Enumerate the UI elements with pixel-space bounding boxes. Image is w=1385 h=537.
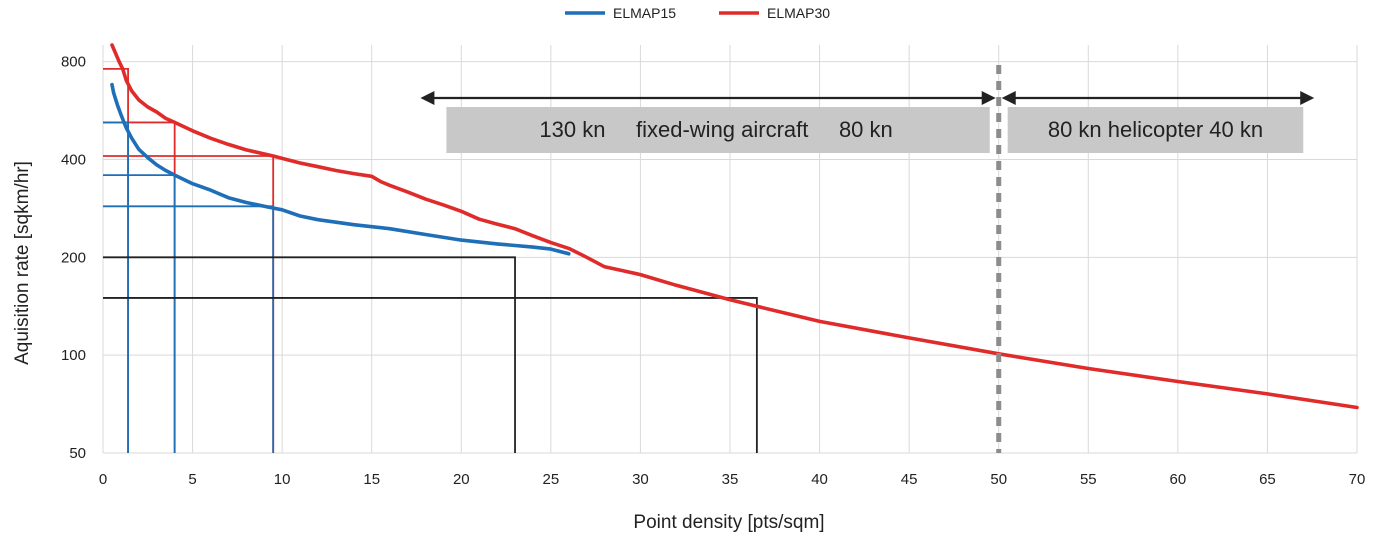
helicopter-arrow-head-right: [1300, 91, 1315, 105]
x-tick-label: 35: [722, 471, 739, 488]
reference-line: [103, 121, 176, 453]
reference-line: [103, 297, 758, 453]
y-tick-label: 800: [61, 54, 86, 71]
x-tick-label: 55: [1080, 471, 1097, 488]
series-line-elmap30: [110, 43, 1359, 410]
y-tick-label: 100: [61, 347, 86, 364]
fixed-wing-arrow-head-left: [420, 91, 435, 105]
y-tick-label: 400: [61, 151, 86, 168]
legend: ELMAP15 ELMAP30: [565, 5, 830, 21]
x-tick-label: 25: [543, 471, 560, 488]
series-line-elmap15: [110, 82, 571, 256]
helicopter-arrow-head-left: [1001, 91, 1016, 105]
reference-line: [103, 256, 516, 453]
y-tick-label: 50: [69, 445, 86, 462]
x-tick-label: 0: [99, 471, 107, 488]
x-tick-label: 50: [990, 471, 1007, 488]
legend-label: ELMAP30: [767, 5, 830, 21]
x-tick-label: 10: [274, 471, 291, 488]
series-layer: [110, 43, 1359, 410]
annotation-band: [1007, 107, 1304, 153]
reference-line: [103, 174, 176, 453]
x-tick-label: 70: [1349, 471, 1366, 488]
x-tick-label: 20: [453, 471, 470, 488]
fixed-wing-arrow-head-right: [981, 91, 996, 105]
x-tick-label: 40: [811, 471, 828, 488]
x-tick-label: 45: [901, 471, 918, 488]
annotation-label: 130 kn fixed-wing aircraft 80 kn: [539, 117, 892, 142]
annotation-bands: 130 kn fixed-wing aircraft 80 kn 80 kn he…: [420, 91, 1315, 153]
tick-labels: 0 5 10 15 20 25 30 35 40 45 50 55 60 65 70 50 100 200 400 8…: [61, 54, 1365, 488]
x-tick-label: 60: [1170, 471, 1187, 488]
legend-label: ELMAP15: [613, 5, 676, 21]
x-tick-label: 30: [632, 471, 649, 488]
x-axis-title: Point density [pts/sqm]: [633, 512, 824, 533]
y-tick-label: 200: [61, 249, 86, 266]
annotation-band: [446, 107, 990, 153]
grid-layer: [102, 45, 1358, 454]
x-tick-label: 65: [1259, 471, 1276, 488]
annotation-label: 80 kn helicopter 40 kn: [1048, 117, 1263, 142]
reference-line: [103, 121, 129, 453]
y-axis-title: Aquisition rate [sqkm/hr]: [12, 161, 33, 365]
x-tick-label: 5: [188, 471, 196, 488]
x-tick-label: 15: [363, 471, 380, 488]
